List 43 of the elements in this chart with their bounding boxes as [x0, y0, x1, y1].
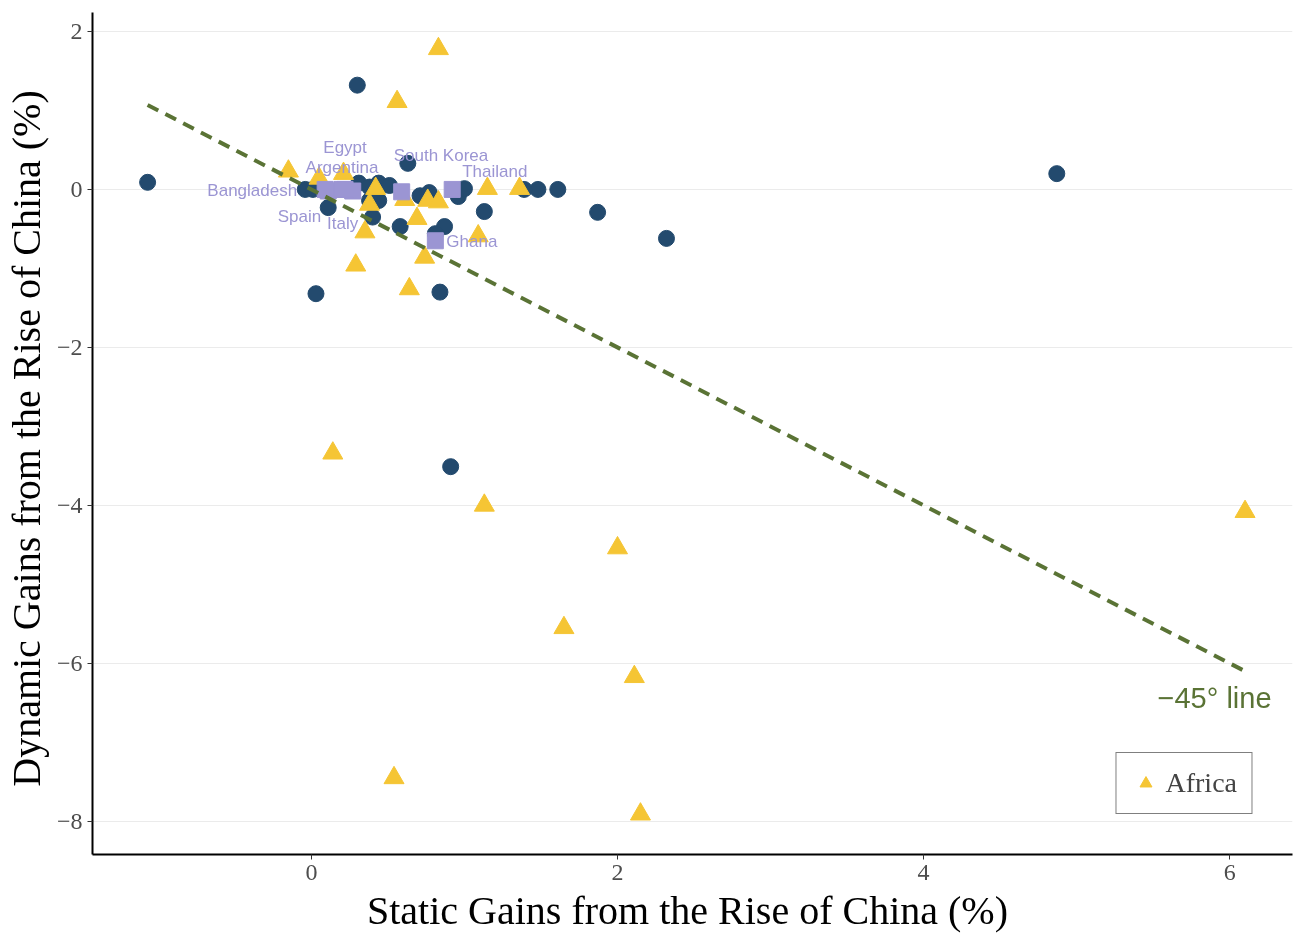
y-tick-label: −4: [56, 491, 83, 518]
data-label: Italy: [327, 213, 359, 233]
data-label: Bangladesh: [207, 180, 298, 200]
point: [431, 283, 449, 301]
y-tick-label: −8: [56, 807, 83, 834]
point: [348, 76, 366, 94]
x-tick-label: 2: [611, 858, 624, 885]
point: [426, 232, 444, 250]
point: [393, 183, 411, 201]
x-tick-label: 6: [1223, 858, 1236, 885]
point: [383, 765, 405, 785]
point: [657, 229, 675, 247]
point: [549, 180, 567, 198]
y-axis-title: Dynamic Gains from the Rise of China (%): [3, 90, 49, 787]
x-axis-title: Static Gains from the Rise of China (%): [367, 887, 1008, 933]
point: [1048, 165, 1066, 183]
point: [442, 458, 460, 476]
y-tick-label: 2: [70, 17, 83, 44]
y-tick-label: −6: [56, 649, 83, 676]
x-tick-label: 0: [305, 858, 318, 885]
point: [623, 664, 645, 684]
y-tick-label: −2: [56, 333, 83, 360]
point: [443, 180, 461, 198]
data-label: Ghana: [446, 232, 498, 252]
data-label: Egypt: [323, 137, 368, 157]
point: [139, 173, 157, 191]
point: [529, 180, 547, 198]
point: [553, 615, 575, 635]
point: [391, 218, 409, 236]
point: [1234, 499, 1256, 518]
point: [473, 493, 495, 512]
point: [307, 285, 325, 303]
point: [475, 203, 493, 221]
legend-label: Africa: [1165, 767, 1237, 799]
x-tick-label: 4: [917, 858, 930, 885]
point: [319, 199, 337, 217]
point: [607, 535, 628, 555]
data-label: Spain: [277, 206, 322, 226]
point: [322, 441, 344, 460]
point: [629, 802, 651, 821]
point: [589, 203, 607, 221]
y-tick-label: 0: [70, 175, 83, 202]
annotation: −45° line: [1157, 682, 1272, 715]
